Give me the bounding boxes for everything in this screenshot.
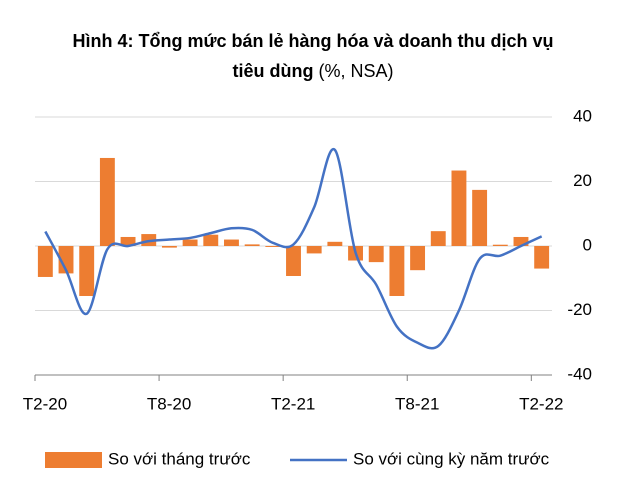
chart-title: tiêu dùng [232,61,313,81]
bar [79,246,95,296]
bar [451,170,467,246]
bar [327,241,343,246]
bar [58,246,74,274]
bar [534,246,550,269]
bar [99,157,115,246]
x-tick-label: T8-21 [395,394,439,413]
bar [161,246,177,248]
x-tick-label: T8-20 [147,394,191,413]
bar [182,239,198,246]
line [44,148,543,350]
chart-title: tiêu dùng (%, NSA) [232,61,393,81]
bar [265,246,281,247]
y-tick-label: 40 [573,106,592,125]
x-tick-label: T2-20 [23,394,67,413]
x-tick-label: T2-22 [519,394,563,413]
legend-label: So với cùng kỳ năm trước [353,449,550,468]
bar [120,236,136,246]
unit-note: (%, NSA) [318,61,393,81]
bar [224,239,239,246]
bar [492,244,508,246]
bar [286,246,301,276]
bar [410,246,426,271]
legend-swatch [45,452,102,468]
bar [37,246,53,277]
bar [203,234,219,246]
y-tick-label: -40 [567,364,592,383]
bar [244,244,260,246]
bar [513,236,529,246]
bar [306,246,322,254]
bar [389,246,405,296]
y-tick-label: -20 [567,300,592,319]
bar [472,189,488,246]
bar [368,246,384,263]
y-tick-label: 20 [573,171,592,190]
bar [430,231,446,246]
chart-title: Hình 4: Tổng mức bán lẻ hàng hóa và doan… [72,31,553,51]
legend-label: So với tháng trước [108,449,251,468]
x-tick-label: T2-21 [271,394,315,413]
y-tick-label: 0 [583,235,592,254]
